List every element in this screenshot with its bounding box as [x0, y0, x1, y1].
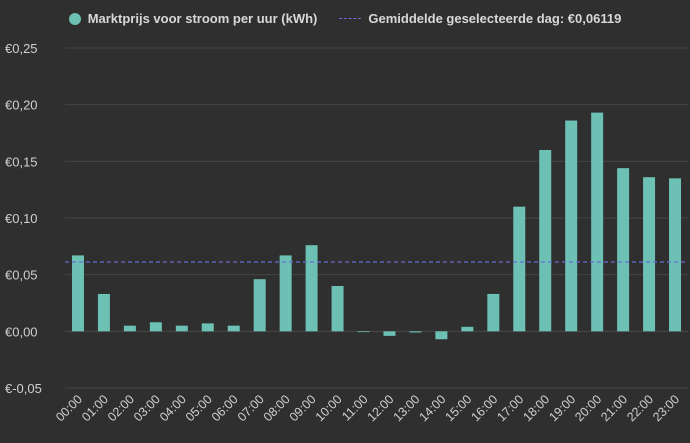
x-tick-label: 22:00	[624, 392, 656, 424]
x-tick-label: 17:00	[494, 392, 526, 424]
x-tick-label: 00:00	[53, 392, 85, 424]
x-tick-label: 12:00	[365, 392, 397, 424]
bar	[643, 177, 656, 332]
bar	[409, 331, 422, 333]
y-tick-label: €0,10	[5, 211, 38, 226]
y-tick-label: €0,05	[5, 268, 38, 283]
x-tick-label: 07:00	[235, 392, 267, 424]
bar	[331, 286, 344, 332]
bar	[461, 326, 474, 332]
x-tick-label: 02:00	[105, 392, 137, 424]
x-tick-label: 08:00	[261, 392, 293, 424]
bar	[383, 331, 396, 336]
dashed-line-icon	[339, 18, 362, 19]
x-tick-label: 05:00	[183, 392, 215, 424]
x-tick-label: 21:00	[598, 392, 630, 424]
x-tick-label: 18:00	[520, 392, 552, 424]
x-tick-label: 20:00	[572, 392, 604, 424]
bar	[305, 245, 318, 332]
x-tick-label: 15:00	[442, 392, 474, 424]
legend: Marktprijs voor stroom per uur (kWh) Gem…	[0, 11, 690, 26]
bar	[617, 168, 630, 332]
x-tick-label: 09:00	[287, 392, 319, 424]
bar	[487, 293, 500, 332]
y-tick-label: €-0,05	[5, 381, 42, 396]
bar	[435, 331, 448, 340]
bar	[123, 325, 136, 332]
bar	[253, 279, 266, 332]
x-tick-label: 13:00	[391, 392, 423, 424]
y-tick-label: €0,20	[5, 98, 38, 113]
bar	[201, 323, 214, 332]
y-tick-label: €0,00	[5, 324, 38, 339]
x-tick-label: 11:00	[339, 392, 370, 423]
x-tick-label: 23:00	[650, 392, 682, 424]
bar	[591, 112, 604, 332]
y-tick-label: €0,25	[5, 41, 38, 56]
x-tick-label: 03:00	[131, 392, 163, 424]
x-tick-label: 10:00	[313, 392, 345, 424]
bar	[565, 120, 578, 332]
bar	[357, 331, 370, 333]
legend-item-price[interactable]: Marktprijs voor stroom per uur (kWh)	[68, 11, 318, 26]
series-color-dot-icon	[68, 12, 81, 25]
bar	[669, 178, 682, 332]
bar	[175, 325, 188, 332]
x-tick-label: 14:00	[416, 392, 448, 424]
bar	[279, 255, 292, 332]
x-tick-label: 01:00	[79, 392, 111, 424]
legend-label-price: Marktprijs voor stroom per uur (kWh)	[87, 11, 318, 26]
bar	[71, 255, 84, 332]
legend-item-average[interactable]: Gemiddelde geselecteerde dag: €0,06119	[339, 11, 621, 26]
bar	[149, 322, 162, 332]
x-tick-label: 06:00	[209, 392, 241, 424]
legend-label-average: Gemiddelde geselecteerde dag: €0,06119	[368, 11, 622, 26]
y-tick-label: €0,15	[5, 154, 38, 169]
bar	[513, 206, 526, 332]
x-tick-label: 19:00	[546, 392, 578, 424]
bar	[539, 150, 552, 332]
bar	[227, 325, 240, 332]
x-tick-label: 16:00	[468, 392, 500, 424]
bar	[97, 293, 110, 332]
x-tick-label: 04:00	[157, 392, 189, 424]
